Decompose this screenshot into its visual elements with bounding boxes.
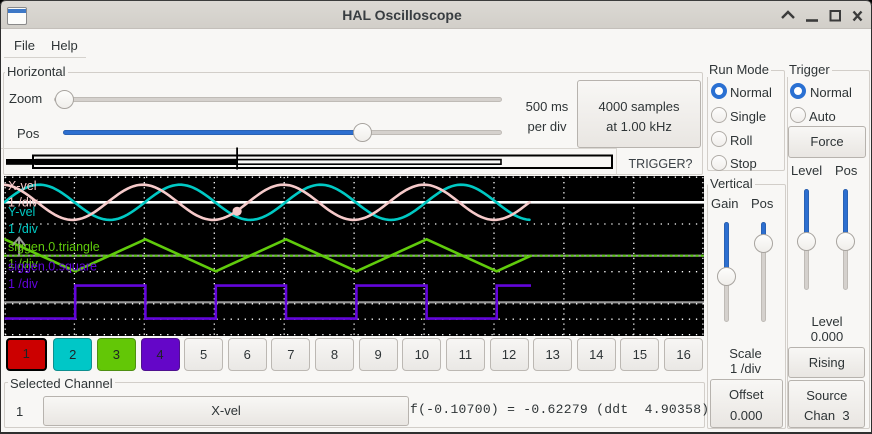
svg-text:siggen.0.square: siggen.0.square bbox=[8, 260, 97, 274]
svg-text:siggen.0.triangle: siggen.0.triangle bbox=[8, 240, 100, 254]
svg-text:1 /div: 1 /div bbox=[8, 277, 39, 291]
svg-text:X-vel: X-vel bbox=[8, 179, 36, 193]
svg-text:1 /div: 1 /div bbox=[8, 257, 39, 271]
svg-text:1 /div: 1 /div bbox=[8, 196, 39, 210]
svg-text:1 /div: 1 /div bbox=[8, 222, 39, 236]
svg-text:Y-vel: Y-vel bbox=[8, 205, 35, 219]
